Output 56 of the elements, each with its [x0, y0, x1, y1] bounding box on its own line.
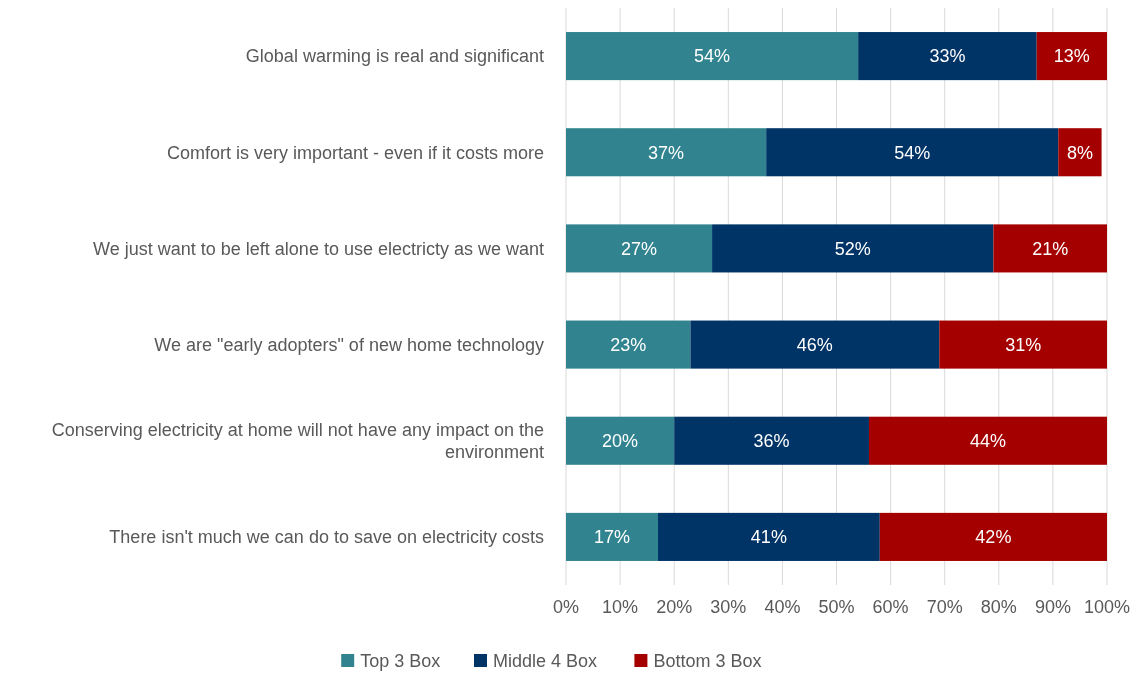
data-label: 41%	[750, 527, 787, 548]
y-tick-label: There isn't much we can do to save on electricity costs	[109, 527, 544, 548]
legend-label: Middle 4 Box	[493, 651, 598, 672]
data-label: 17%	[593, 527, 630, 548]
data-label: 13%	[1053, 46, 1090, 67]
x-tick-label: 100%	[1083, 597, 1131, 617]
x-tick-label: 60%	[872, 597, 909, 617]
data-label: 54%	[894, 142, 931, 163]
x-tick-label: 50%	[818, 597, 855, 617]
x-tick-label: 20%	[656, 597, 693, 617]
bar	[566, 224, 713, 273]
data-label: 52%	[834, 238, 871, 259]
bar	[712, 224, 994, 273]
bar	[993, 224, 1107, 273]
x-tick-label: 30%	[710, 597, 747, 617]
x-tick-label: 80%	[980, 597, 1017, 617]
data-label: 36%	[753, 431, 790, 452]
data-label: 37%	[648, 142, 685, 163]
x-tick-label: 40%	[764, 597, 801, 617]
data-label: 20%	[602, 431, 639, 452]
bar	[566, 32, 859, 81]
data-label: 31%	[1005, 334, 1042, 355]
bar	[766, 128, 1059, 177]
data-label: 33%	[929, 46, 966, 67]
y-tick-label: Global warming is real and significant	[245, 46, 544, 67]
y-tick-label: We are "early adopters" of new home technology	[154, 334, 544, 355]
x-tick-label: 70%	[926, 597, 963, 617]
bar	[1058, 128, 1102, 177]
data-label: 44%	[969, 431, 1006, 452]
bar	[566, 128, 767, 177]
data-label: 23%	[610, 334, 647, 355]
bar	[566, 512, 658, 561]
x-tick-label: 10%	[602, 597, 639, 617]
y-tick-label: Conserving electricity at home will not have any impact on the environment	[51, 420, 544, 463]
bar	[657, 512, 880, 561]
bar	[858, 32, 1037, 81]
x-tick-label: 90%	[1034, 597, 1071, 617]
y-tick-label: We just want to be left alone to use electricty as we want	[93, 238, 544, 259]
legend-label: Top 3 Box	[360, 651, 441, 672]
bar	[566, 320, 691, 369]
data-label: 54%	[694, 46, 731, 67]
data-label: 21%	[1032, 238, 1069, 259]
y-tick-label: Comfort is very important - even if it costs more	[166, 142, 544, 163]
bar	[566, 416, 675, 465]
data-label: 8%	[1066, 142, 1093, 163]
x-tick-label: 0%	[552, 597, 580, 617]
bar	[879, 512, 1107, 561]
legend-label: Bottom 3 Box	[653, 651, 762, 672]
data-label: 27%	[621, 238, 658, 259]
bar	[939, 320, 1107, 369]
bar	[1036, 32, 1107, 81]
bar	[690, 320, 940, 369]
bar	[868, 416, 1107, 465]
data-label: 46%	[796, 334, 833, 355]
data-label: 42%	[975, 527, 1012, 548]
bar	[674, 416, 869, 465]
